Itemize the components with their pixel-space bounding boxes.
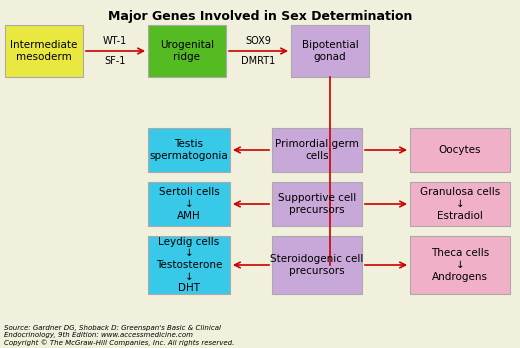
Text: Major Genes Involved in Sex Determination: Major Genes Involved in Sex Determinatio… xyxy=(108,10,412,23)
Text: Urogenital
ridge: Urogenital ridge xyxy=(160,40,214,62)
Text: Supportive cell
precursors: Supportive cell precursors xyxy=(278,193,356,215)
Text: Steroidogenic cell
precursors: Steroidogenic cell precursors xyxy=(270,254,363,276)
Text: Primordial germ
cells: Primordial germ cells xyxy=(275,139,359,161)
Bar xyxy=(272,236,362,294)
Text: Leydig cells
↓
Testosterone
↓
DHT: Leydig cells ↓ Testosterone ↓ DHT xyxy=(156,237,222,293)
Text: Source: Gardner DG, Shoback D: Greenspan's Basic & Clinical
Endocrinology, 9th E: Source: Gardner DG, Shoback D: Greenspan… xyxy=(4,325,235,346)
Bar xyxy=(410,236,510,294)
Text: Bipotential
gonad: Bipotential gonad xyxy=(302,40,358,62)
Bar xyxy=(148,182,230,226)
Bar xyxy=(291,25,369,77)
Text: SF-1: SF-1 xyxy=(105,56,126,66)
Text: Sertoli cells
↓
AMH: Sertoli cells ↓ AMH xyxy=(159,188,219,221)
Text: Granulosa cells
↓
Estradiol: Granulosa cells ↓ Estradiol xyxy=(420,188,500,221)
Bar xyxy=(5,25,83,77)
Bar xyxy=(410,128,510,172)
Text: WT-1: WT-1 xyxy=(103,36,127,46)
Text: Testis
spermatogonia: Testis spermatogonia xyxy=(150,139,228,161)
Text: DMRT1: DMRT1 xyxy=(241,56,275,66)
Text: Theca cells
↓
Androgens: Theca cells ↓ Androgens xyxy=(431,248,489,282)
Bar xyxy=(410,182,510,226)
Text: SOX9: SOX9 xyxy=(245,36,271,46)
Text: Oocytes: Oocytes xyxy=(439,145,481,155)
Bar xyxy=(148,236,230,294)
Text: Intermediate
mesoderm: Intermediate mesoderm xyxy=(10,40,77,62)
Bar xyxy=(272,182,362,226)
Bar xyxy=(148,128,230,172)
Bar xyxy=(272,128,362,172)
Bar xyxy=(148,25,226,77)
